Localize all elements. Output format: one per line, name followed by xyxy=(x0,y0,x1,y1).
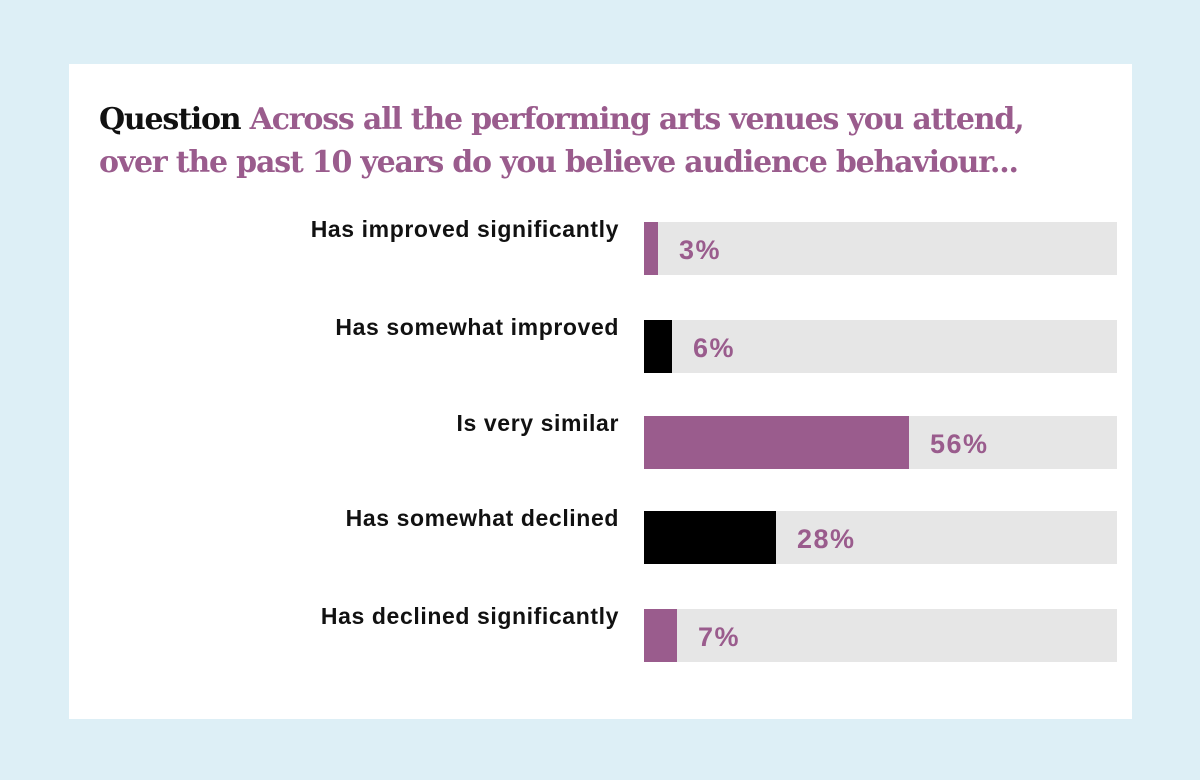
bar-value-label: 6% xyxy=(693,333,736,363)
bar-value-label: 3% xyxy=(679,235,722,265)
bar-value-label: 28% xyxy=(797,524,856,554)
bar-track: 28% xyxy=(644,511,1117,564)
bar-track: 56% xyxy=(644,416,1117,469)
bar xyxy=(644,511,776,564)
bar-track: 3% xyxy=(644,222,1117,275)
title-question: Across all the performing arts venues yo… xyxy=(99,102,1025,180)
bar-track: 6% xyxy=(644,320,1117,373)
bar-label: Has somewhat declined xyxy=(345,505,619,531)
chart-card: Question Across all the performing arts … xyxy=(69,64,1132,719)
bar-value-label: 56% xyxy=(930,429,989,459)
bar-track: 7% xyxy=(644,609,1117,662)
bar xyxy=(644,609,677,662)
bar-label: Has improved significantly xyxy=(310,216,619,242)
bar xyxy=(644,222,658,275)
bar-label: Has somewhat improved xyxy=(335,314,619,340)
title-prefix: Question xyxy=(99,102,242,137)
bar-label: Is very similar xyxy=(456,410,619,436)
bar xyxy=(644,320,672,373)
bar-value-label: 7% xyxy=(698,622,741,652)
bar-label: Has declined significantly xyxy=(320,603,619,629)
chart-title: Question Across all the performing arts … xyxy=(99,98,1099,184)
bar xyxy=(644,416,909,469)
